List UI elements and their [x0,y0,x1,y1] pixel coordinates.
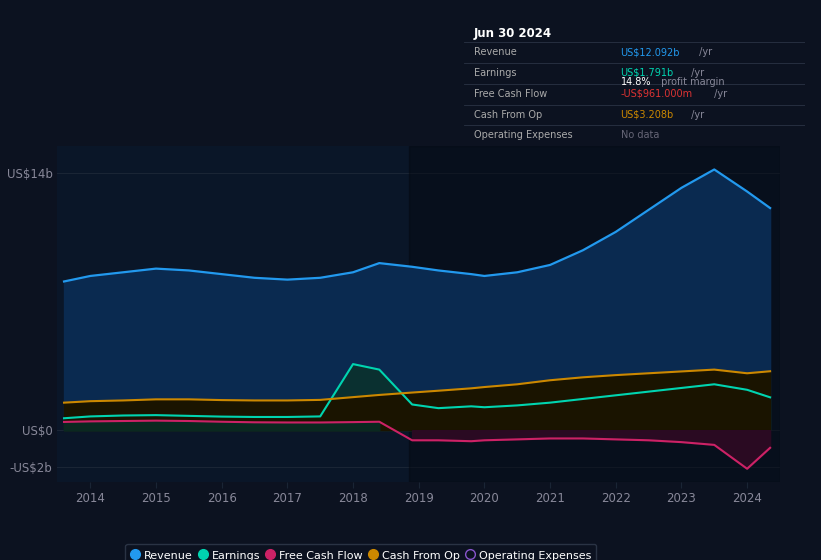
Legend: Revenue, Earnings, Free Cash Flow, Cash From Op, Operating Expenses: Revenue, Earnings, Free Cash Flow, Cash … [126,544,597,560]
Text: Jun 30 2024: Jun 30 2024 [474,27,553,40]
Text: /yr: /yr [710,88,727,99]
Text: /yr: /yr [695,47,712,57]
Text: US$12.092b: US$12.092b [621,47,680,57]
Text: Free Cash Flow: Free Cash Flow [474,88,548,99]
Text: /yr: /yr [688,68,704,78]
Text: No data: No data [621,130,659,140]
Text: /yr: /yr [688,110,704,120]
Bar [409,146,780,482]
Text: Revenue: Revenue [474,47,517,57]
Text: Earnings: Earnings [474,68,516,78]
Text: profit margin: profit margin [658,77,725,87]
Text: Cash From Op: Cash From Op [474,110,543,120]
Text: 14.8%: 14.8% [621,77,651,87]
Text: US$1.791b: US$1.791b [621,68,674,78]
Text: US$3.208b: US$3.208b [621,110,674,120]
Text: Operating Expenses: Operating Expenses [474,130,573,140]
Text: -US$961.000m: -US$961.000m [621,88,693,99]
